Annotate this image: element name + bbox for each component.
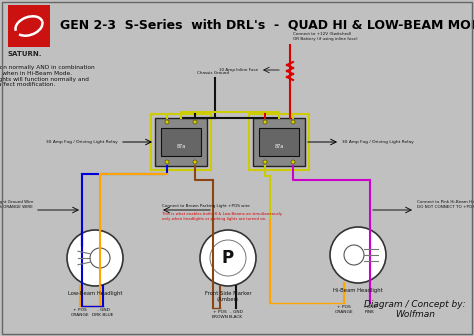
Text: 10 Amp Inline Fuse: 10 Amp Inline Fuse (219, 68, 258, 72)
Text: GEN 2-3  S-Series  with DRL's  -  QUAD HI & LOW-BEAM MOD: GEN 2-3 S-Series with DRL's - QUAD HI & … (60, 18, 474, 31)
Text: Connect to Pink Hi-Beam Headlight Ground Wire
DO NOT CONNECT TO +POS ORANGE WIRE: Connect to Pink Hi-Beam Headlight Ground… (417, 200, 474, 209)
Text: + POS
BROWN: + POS BROWN (211, 310, 228, 319)
Circle shape (165, 120, 169, 124)
Circle shape (291, 120, 295, 124)
Text: Front Side Marker
(Amber): Front Side Marker (Amber) (205, 291, 251, 302)
FancyBboxPatch shape (161, 128, 201, 156)
FancyBboxPatch shape (259, 128, 299, 156)
Text: Diagram / Concept by:
Wolfman: Diagram / Concept by: Wolfman (364, 300, 466, 320)
Text: Connect to +12V (Switched)
OR Battery (if using inline fuse): Connect to +12V (Switched) OR Battery (i… (293, 32, 357, 41)
FancyBboxPatch shape (8, 5, 50, 47)
Text: + POS
ORANGE: + POS ORANGE (71, 308, 89, 317)
Text: 87a: 87a (176, 143, 186, 149)
Text: + POS
ORANGE: + POS ORANGE (335, 305, 353, 313)
Text: Connect to Brown Parking Light +POS wire: Connect to Brown Parking Light +POS wire (162, 204, 250, 208)
Circle shape (193, 160, 197, 164)
Circle shape (263, 160, 267, 164)
Circle shape (67, 230, 123, 286)
Circle shape (200, 230, 256, 286)
Circle shape (330, 227, 386, 283)
FancyBboxPatch shape (155, 118, 207, 166)
Text: Low-Beam Headlight: Low-Beam Headlight (68, 291, 122, 296)
Text: P: P (222, 249, 234, 267)
Circle shape (165, 160, 169, 164)
Text: Low-Beams will function normally AND in combination
with Hi-Beams when in Hi-Bea: Low-Beams will function normally AND in … (0, 65, 94, 87)
Circle shape (291, 160, 295, 164)
Text: 87a: 87a (274, 143, 283, 149)
FancyBboxPatch shape (253, 118, 305, 166)
Text: - GND
PINK: - GND PINK (364, 305, 376, 313)
Circle shape (263, 120, 267, 124)
Text: 30 Amp Fog / Driving Light Relay: 30 Amp Fog / Driving Light Relay (46, 140, 118, 144)
Text: - GND
DRK BLUE: - GND DRK BLUE (92, 308, 114, 317)
Text: Connect to Dark Blue Low-Beam Headlight Ground Wire
DO NOT CONNECT TO +POS ORANG: Connect to Dark Blue Low-Beam Headlight … (0, 200, 33, 209)
Circle shape (193, 120, 197, 124)
Text: SATURN.: SATURN. (8, 51, 43, 57)
Text: This is what enables both HI & Low-Beams on simultaneously
only when headlights : This is what enables both HI & Low-Beams… (162, 212, 282, 221)
Text: Hi-Beam Headlight: Hi-Beam Headlight (333, 288, 383, 293)
Text: Chassis Ground: Chassis Ground (197, 71, 229, 75)
Text: - GND
BLACK: - GND BLACK (229, 310, 243, 319)
Text: 30 Amp Fog / Driving Light Relay: 30 Amp Fog / Driving Light Relay (342, 140, 414, 144)
